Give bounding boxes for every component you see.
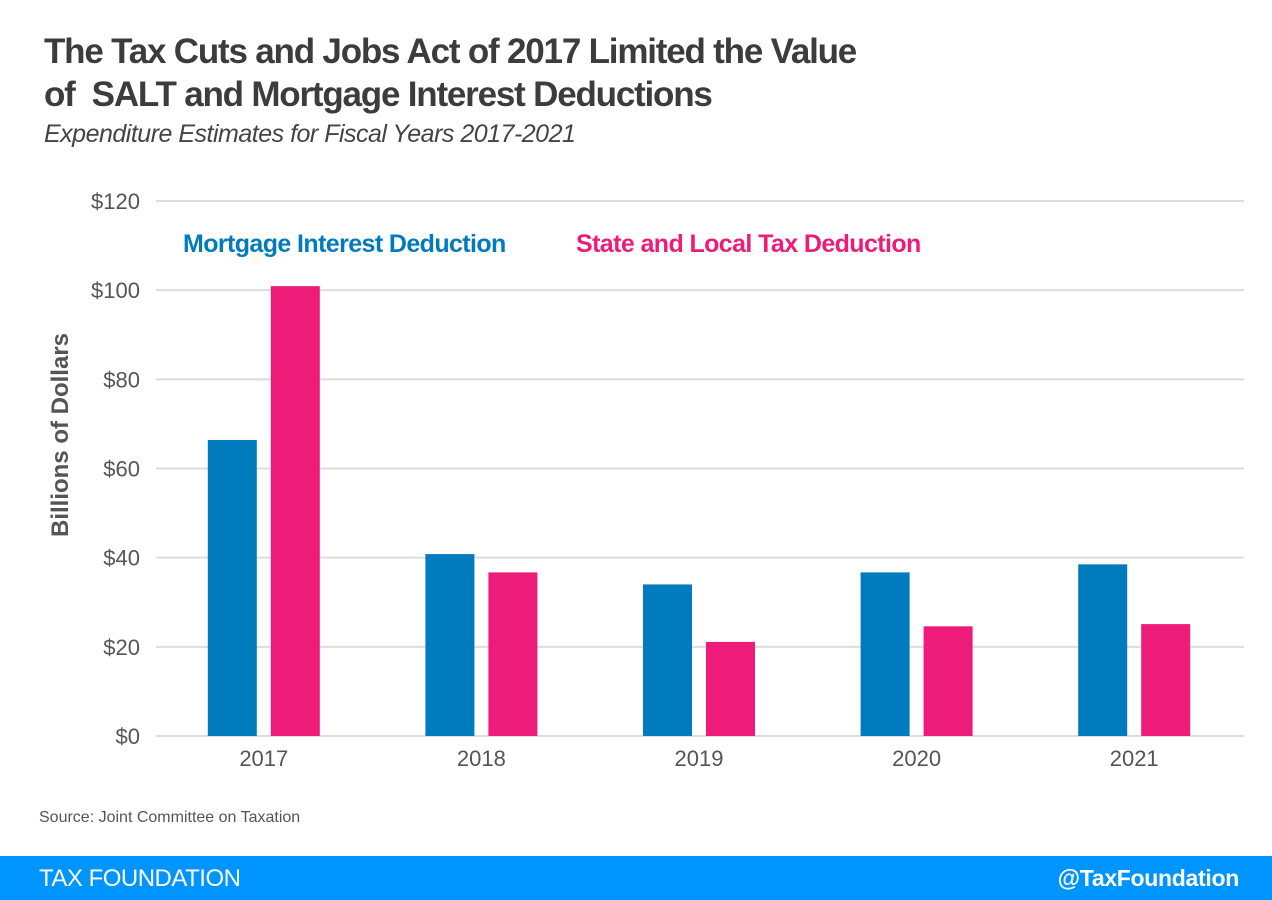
- footer-bar: TAX FOUNDATION @TaxFoundation: [0, 856, 1272, 900]
- bar-mortgage-2018: [425, 554, 475, 736]
- legend-item-mortgage: Mortgage Interest Deduction: [183, 230, 506, 258]
- bar-salt-2021: [1141, 624, 1191, 736]
- bar-mortgage-2017: [207, 439, 257, 736]
- y-tick-label: $100: [91, 278, 140, 303]
- bar-salt-2018: [488, 572, 538, 736]
- y-tick-label: $120: [91, 189, 140, 214]
- legend-item-salt: State and Local Tax Deduction: [576, 230, 921, 258]
- x-tick-label: 2021: [1110, 746, 1159, 771]
- source-note: Source: Joint Committee on Taxation: [39, 809, 301, 826]
- bar-salt-2017: [270, 286, 320, 736]
- bar-salt-2019: [706, 641, 755, 736]
- title-line-2: of SALT and Mortgage Interest Deductions: [44, 75, 713, 114]
- y-tick-label: $40: [103, 546, 140, 571]
- gridlines: [156, 200, 1244, 737]
- y-axis-label: Billions of Dollars: [47, 333, 74, 537]
- bar-mortgage-2020: [860, 572, 910, 736]
- x-tick-label: 2019: [675, 746, 724, 771]
- footer-brand: TAX FOUNDATION: [39, 865, 241, 892]
- x-tick-label: 2017: [239, 746, 288, 771]
- y-tick-label: $60: [103, 457, 140, 482]
- bar-mortgage-2021: [1078, 564, 1128, 736]
- bar-mortgage-2019: [643, 584, 692, 736]
- y-tick-label: $0: [116, 724, 140, 749]
- chart-subtitle: Expenditure Estimates for Fiscal Years 2…: [44, 120, 576, 148]
- y-axis-ticks: $0 $20 $40 $60 $80 $100 $120: [91, 189, 140, 749]
- footer-handle: @TaxFoundation: [1057, 865, 1240, 891]
- bar-chart: $0$20$40$60$80$100$120 2017 2018 2019 2020 2…: [47, 189, 1244, 771]
- y-tick-label: $80: [103, 367, 140, 392]
- y-tick-label: $20: [103, 635, 140, 660]
- x-tick-label: 2020: [892, 746, 941, 771]
- legend: Mortgage Interest Deduction State and Loc…: [183, 230, 921, 258]
- title-line-1: The Tax Cuts and Jobs Act of 2017 Limite…: [44, 32, 857, 71]
- x-tick-label: 2018: [457, 746, 506, 771]
- bar-salt-2020: [923, 626, 973, 736]
- chart-title: The Tax Cuts and Jobs Act of 2017 Limite…: [44, 30, 1044, 116]
- x-axis-ticks: 2017 2018 2019 2020 2021: [239, 746, 1158, 771]
- bars: [207, 286, 1191, 736]
